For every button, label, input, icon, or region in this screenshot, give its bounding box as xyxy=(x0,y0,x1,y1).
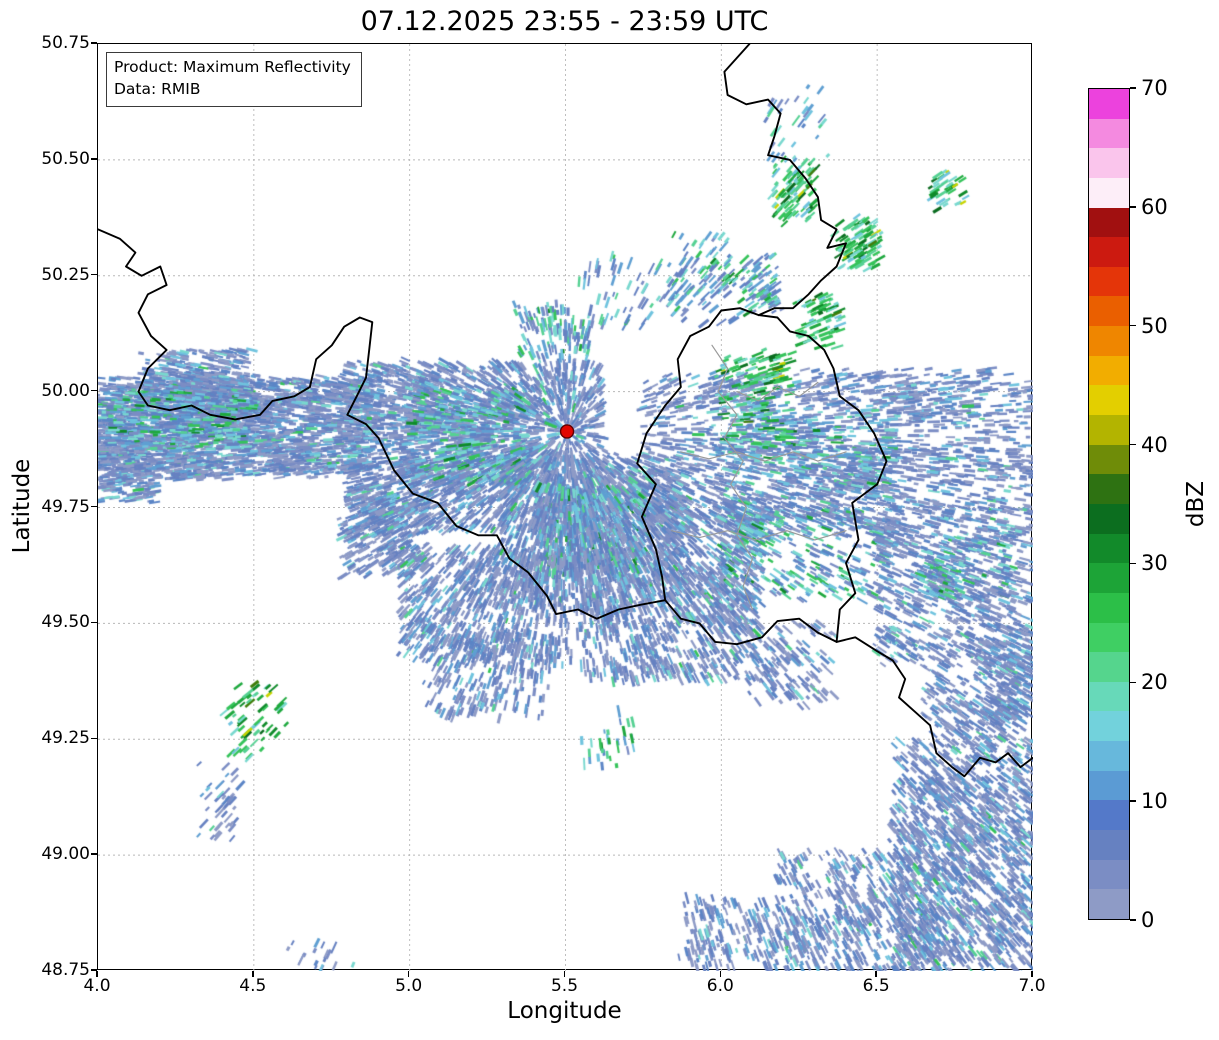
colorbar-segment xyxy=(1089,296,1129,327)
colorbar-segment xyxy=(1089,652,1129,682)
colorbar-segment xyxy=(1089,118,1129,149)
x-tick-label: 5.5 xyxy=(550,976,579,996)
x-tick-label: 4.0 xyxy=(83,976,111,996)
colorbar-tick-mark xyxy=(1130,562,1136,565)
colorbar-tick-mark xyxy=(1130,443,1136,446)
admin-border xyxy=(711,344,754,611)
x-tick-label: 6.5 xyxy=(862,976,890,996)
colorbar-tick-mark xyxy=(1130,919,1136,921)
colorbar-segment xyxy=(1089,503,1129,534)
colorbar-segment xyxy=(1089,385,1129,416)
y-tick-label: 49.75 xyxy=(41,496,90,517)
y-tick-mark xyxy=(90,853,97,855)
y-tick-label: 48.75 xyxy=(41,960,90,980)
x-tick-mark xyxy=(407,970,410,977)
colorbar-segment xyxy=(1089,444,1129,475)
y-tick-label: 50.75 xyxy=(41,33,90,53)
colorbar-segment xyxy=(1089,622,1129,653)
colorbar-segment xyxy=(1089,89,1129,119)
colorbar-tick-label: 40 xyxy=(1141,432,1168,457)
product-line: Product: Maximum Reflectivity xyxy=(114,58,351,76)
colorbar-segment xyxy=(1089,800,1129,831)
colorbar-segment xyxy=(1089,592,1129,623)
colorbar-segment xyxy=(1089,533,1129,564)
colorbar-tick-mark xyxy=(1130,681,1136,683)
colorbar-segment xyxy=(1089,207,1129,238)
y-tick-label: 50.50 xyxy=(41,148,90,169)
country-border xyxy=(723,44,847,317)
x-tick-label: 5.0 xyxy=(395,976,423,996)
data-source-line: Data: RMIB xyxy=(114,79,201,98)
colorbar-tick-mark xyxy=(1130,325,1136,327)
product-info-box: Product: Maximum Reflectivity Data: RMIB xyxy=(106,52,362,108)
y-tick-mark xyxy=(90,158,97,160)
colorbar-segment xyxy=(1089,711,1129,742)
x-tick-mark xyxy=(1031,970,1033,977)
y-tick-label: 50.00 xyxy=(41,380,90,401)
country-border xyxy=(835,636,1033,778)
y-tick-mark xyxy=(90,274,97,276)
colorbar-tick-label: 70 xyxy=(1141,76,1168,100)
admin-border xyxy=(736,381,819,402)
colorbar xyxy=(1088,88,1130,920)
colorbar-tick-mark xyxy=(1130,87,1136,89)
colorbar-tick-label: 10 xyxy=(1141,789,1168,814)
x-tick-mark xyxy=(563,970,566,977)
radar-echo-canvas xyxy=(98,44,1033,971)
colorbar-axis-label: dBZ xyxy=(1183,480,1209,528)
colorbar-tick-label: 30 xyxy=(1141,551,1168,576)
x-tick-mark xyxy=(875,970,877,977)
colorbar-segment xyxy=(1089,177,1129,208)
y-tick-label: 50.25 xyxy=(41,264,90,285)
colorbar-segment xyxy=(1089,770,1129,801)
colorbar-segment xyxy=(1089,889,1129,919)
colorbar-tick-mark xyxy=(1130,206,1136,208)
radar-site-marker xyxy=(559,424,575,439)
y-tick-mark xyxy=(90,42,97,44)
y-tick-label: 49.25 xyxy=(41,728,90,749)
y-tick-mark xyxy=(90,621,97,624)
colorbar-segment xyxy=(1089,415,1129,445)
x-tick-label: 6.0 xyxy=(706,976,734,996)
colorbar-segment xyxy=(1089,148,1129,178)
country-border xyxy=(98,228,667,620)
colorbar-tick-label: 60 xyxy=(1141,194,1168,219)
country-borders-layer xyxy=(98,44,1033,778)
x-tick-mark xyxy=(252,970,254,977)
admin-border xyxy=(680,451,847,462)
colorbar-segment xyxy=(1089,355,1129,386)
x-tick-mark xyxy=(96,970,98,977)
colorbar-segment xyxy=(1089,266,1129,297)
colorbar-segment xyxy=(1089,681,1129,712)
x-axis-label: Longitude xyxy=(507,998,622,1024)
admin-border xyxy=(670,530,847,541)
colorbar-segment xyxy=(1089,830,1129,860)
colorbar-segment xyxy=(1089,741,1129,771)
colorbar-tick-label: 50 xyxy=(1141,313,1168,338)
map-plot-area: Product: Maximum Reflectivity Data: RMIB xyxy=(97,43,1033,971)
y-tick-label: 49.50 xyxy=(41,612,90,633)
colorbar-tick-label: 20 xyxy=(1141,670,1168,695)
colorbar-tick-label: 0 xyxy=(1141,908,1155,932)
y-tick-mark xyxy=(90,505,97,508)
y-tick-mark xyxy=(90,969,97,971)
x-tick-label: 4.5 xyxy=(239,976,267,996)
x-tick-label: 7.0 xyxy=(1018,976,1046,996)
y-tick-label: 49.00 xyxy=(41,844,90,865)
country-border xyxy=(636,307,888,646)
colorbar-segment xyxy=(1089,563,1129,593)
colorbar-segment xyxy=(1089,326,1129,356)
y-tick-mark xyxy=(90,389,97,392)
colorbar-segment xyxy=(1089,859,1129,890)
colorbar-segment xyxy=(1089,474,1129,504)
plot-title: 07.12.2025 23:55 - 23:59 UTC xyxy=(360,6,769,37)
x-tick-mark xyxy=(719,970,722,977)
colorbar-tick-mark xyxy=(1130,800,1136,802)
y-tick-mark xyxy=(90,737,97,739)
colorbar-segment xyxy=(1089,237,1129,267)
